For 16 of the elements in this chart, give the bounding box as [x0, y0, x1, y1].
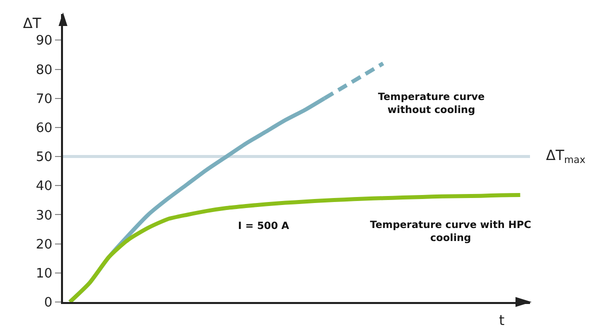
y-tick-label: 50 — [36, 150, 52, 166]
y-axis-title: ΔT — [23, 16, 42, 32]
ref-line-label: ΔT$_{max}$ — [546, 148, 586, 166]
annotation: I = 500 A — [238, 221, 290, 232]
y-tick-label: 30 — [36, 208, 52, 224]
x-axis-title: t — [499, 313, 505, 329]
y-tick-label: 80 — [36, 62, 52, 78]
y-tick-label: 10 — [36, 266, 52, 282]
y-tick-label: 70 — [36, 92, 52, 107]
y-tick-label: 60 — [36, 121, 52, 136]
y-tick-label: 20 — [36, 237, 52, 252]
y-tick-label: 40 — [36, 179, 52, 194]
y-tick-label: 90 — [36, 34, 52, 49]
annotation: Temperature curve with HPC cooling — [370, 220, 532, 244]
y-tick-label: 0 — [44, 296, 52, 311]
annotation: Temperature curve without cooling — [378, 92, 485, 116]
